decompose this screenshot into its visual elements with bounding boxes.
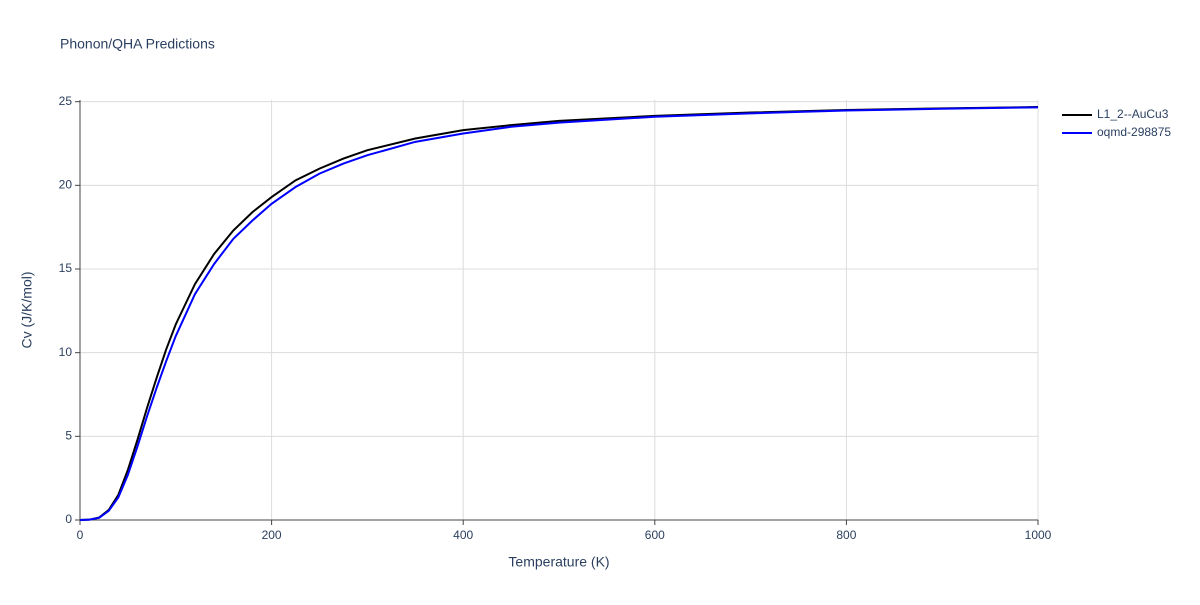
x-tick-label: 200 [262,528,282,542]
y-tick-label: 5 [65,429,72,443]
y-tick-label: 25 [59,94,73,108]
x-tick-label: 400 [453,528,473,542]
y-tick-label: 20 [59,178,73,192]
y-tick-label: 15 [59,261,73,275]
x-tick-label: 600 [645,528,665,542]
series-line [79,106,1039,521]
y-tick-label: 0 [65,512,72,526]
legend-label: L1_2--AuCu3 [1097,107,1169,121]
legend-label: oqmd-298875 [1097,125,1171,139]
chart-title: Phonon/QHA Predictions [60,36,215,52]
x-tick-label: 0 [77,528,84,542]
x-tick-label: 800 [836,528,856,542]
x-tick-label: 1000 [1025,528,1052,542]
y-tick-label: 10 [59,345,73,359]
y-axis-label: Cv (J/K/mol) [19,272,35,349]
series-line [79,106,1039,521]
x-axis-label: Temperature (K) [508,554,609,570]
